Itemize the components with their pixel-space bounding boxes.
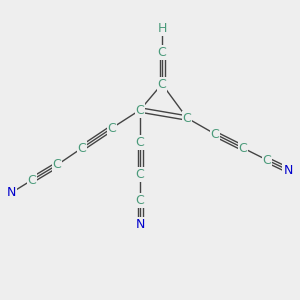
Text: C: C <box>158 46 166 59</box>
Text: C: C <box>136 136 144 148</box>
Text: C: C <box>183 112 191 124</box>
Text: C: C <box>136 194 144 206</box>
Text: H: H <box>157 22 167 34</box>
Text: C: C <box>136 103 144 116</box>
Text: C: C <box>108 122 116 134</box>
Text: C: C <box>52 158 62 172</box>
Text: N: N <box>135 218 145 230</box>
Text: N: N <box>6 187 16 200</box>
Text: C: C <box>158 77 166 91</box>
Text: C: C <box>136 167 144 181</box>
Text: C: C <box>28 173 36 187</box>
Text: C: C <box>262 154 272 166</box>
Text: N: N <box>283 164 293 176</box>
Text: C: C <box>211 128 219 140</box>
Text: C: C <box>238 142 247 154</box>
Text: C: C <box>78 142 86 154</box>
